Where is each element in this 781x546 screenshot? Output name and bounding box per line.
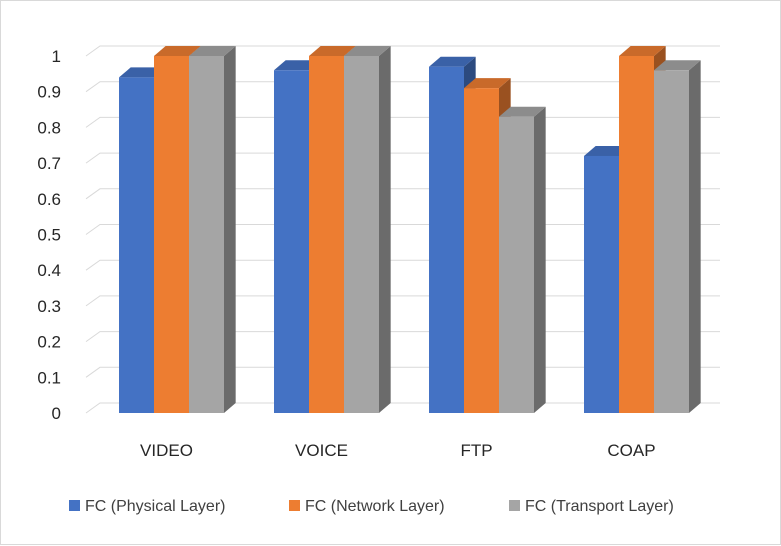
x-category-label: COAP — [607, 441, 655, 460]
gridline — [85, 45, 720, 57]
legend-item: FC (Transport Layer) — [509, 498, 674, 515]
gridline — [85, 81, 720, 93]
bar — [499, 106, 546, 413]
x-category-label: VOICE — [295, 441, 348, 460]
y-tick-label: 1 — [52, 47, 61, 66]
y-tick-label: 0.5 — [37, 226, 61, 245]
legend-swatch — [509, 500, 520, 511]
legend-label: FC (Physical Layer) — [85, 498, 225, 515]
bars — [119, 46, 701, 414]
x-category-label: FTP — [460, 441, 492, 460]
x-category-label: VIDEO — [140, 441, 193, 460]
y-tick-label: 0.9 — [37, 83, 61, 102]
legend-item: FC (Physical Layer) — [69, 498, 225, 515]
bar — [654, 60, 701, 413]
y-axis-tick-labels: 0 0.1 0.2 0.3 0.4 0.5 0.6 0.7 0.8 0.9 1 — [37, 47, 61, 423]
x-axis-category-labels: VIDEO VOICE FTP COAP — [140, 441, 656, 460]
legend-label: FC (Transport Layer) — [525, 498, 674, 515]
y-tick-label: 0.6 — [37, 190, 61, 209]
legend: FC (Physical Layer) FC (Network Layer) FC … — [69, 498, 674, 515]
bar — [344, 46, 391, 413]
legend-label: FC (Network Layer) — [305, 498, 445, 515]
y-tick-label: 0.2 — [37, 333, 61, 352]
y-tick-label: 0.3 — [37, 297, 61, 316]
legend-swatch — [69, 500, 80, 511]
y-tick-label: 0 — [52, 404, 61, 423]
y-tick-label: 0.7 — [37, 154, 61, 173]
gridlines — [85, 45, 720, 414]
y-tick-label: 0.4 — [37, 261, 61, 280]
bar — [189, 46, 236, 413]
y-tick-label: 0.8 — [37, 118, 61, 137]
legend-swatch — [289, 500, 300, 511]
y-tick-label: 0.1 — [37, 368, 61, 387]
legend-item: FC (Network Layer) — [289, 498, 445, 515]
